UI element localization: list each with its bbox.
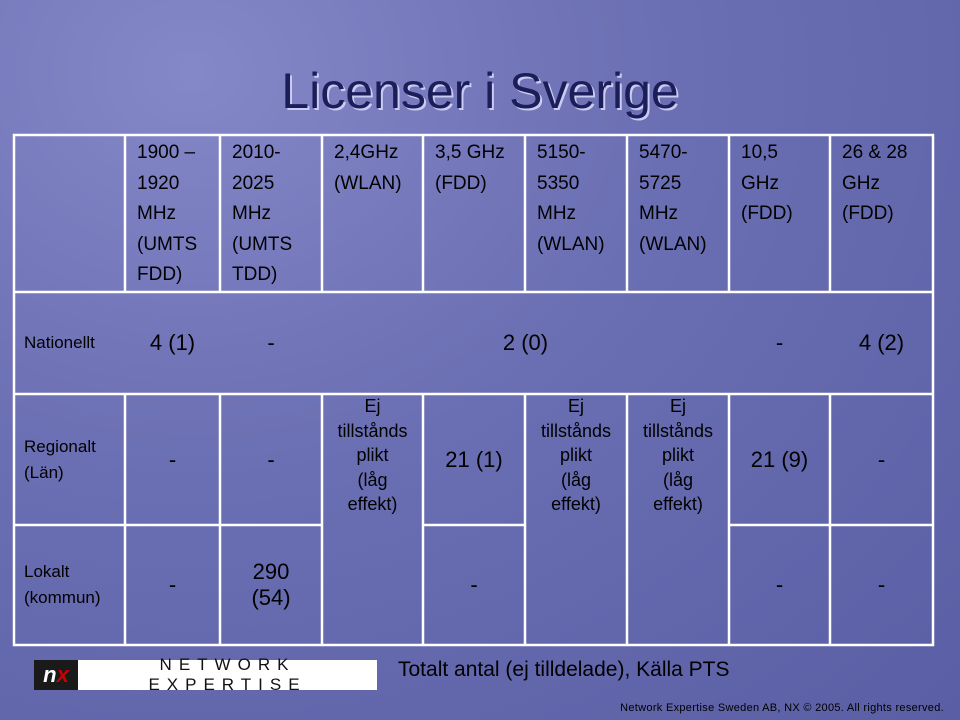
column-header: 2010- 2025 MHz (UMTS TDD) [232,142,293,285]
table-cell: - [775,330,784,355]
table-cell: - [267,330,275,355]
table-cell: Ej tillstånds plikt (låg effekt) [540,396,612,514]
row-label: Regionalt (Län) [24,436,96,482]
slide-title: Licenser i Sverige [281,63,679,119]
table-cell: Ej tillstånds plikt (låg effekt) [337,396,408,514]
row-label: Nationellt [24,333,95,352]
copyright: Network Expertise Sweden AB, NX © 2005. … [620,702,944,714]
column-header: 2,4GHz (WLAN) [334,142,402,194]
source-note: Totalt antal (ej tilldelade), Källa PTS [398,658,730,681]
table-cell: - [877,446,886,472]
table-cell: 290 (54) [251,559,291,610]
column-header: 26 & 28 GHz (FDD) [842,142,908,224]
row-label: Lokalt (kommun) [24,562,101,607]
column-header: 1900 – 1920 MHz (UMTS FDD) [137,142,198,285]
column-header: 10,5 GHz (FDD) [741,142,793,224]
table-cell: 4 (1) [149,330,196,355]
logo-text: NETWORK EXPERTISE [148,655,307,694]
table-cell: - [775,572,784,597]
table-cell: - [267,446,275,472]
column-header: 5150- 5350 MHz (WLAN) [537,142,605,255]
table-cell: 4 (2) [858,330,905,355]
column-header: 3,5 GHz (FDD) [435,142,505,194]
table-cell: Ej tillstånds plikt (låg effekt) [642,396,714,514]
table-cell: 2 (0) [502,330,549,355]
table-cell: 21 (9) [750,446,809,472]
table-cell: - [470,572,478,597]
table-cell: - [877,572,886,597]
table-cell: 21 (1) [445,446,503,472]
column-header: 5470- 5725 MHz (WLAN) [639,142,707,255]
table-cell: - [168,572,177,597]
table-cell: - [168,446,177,472]
